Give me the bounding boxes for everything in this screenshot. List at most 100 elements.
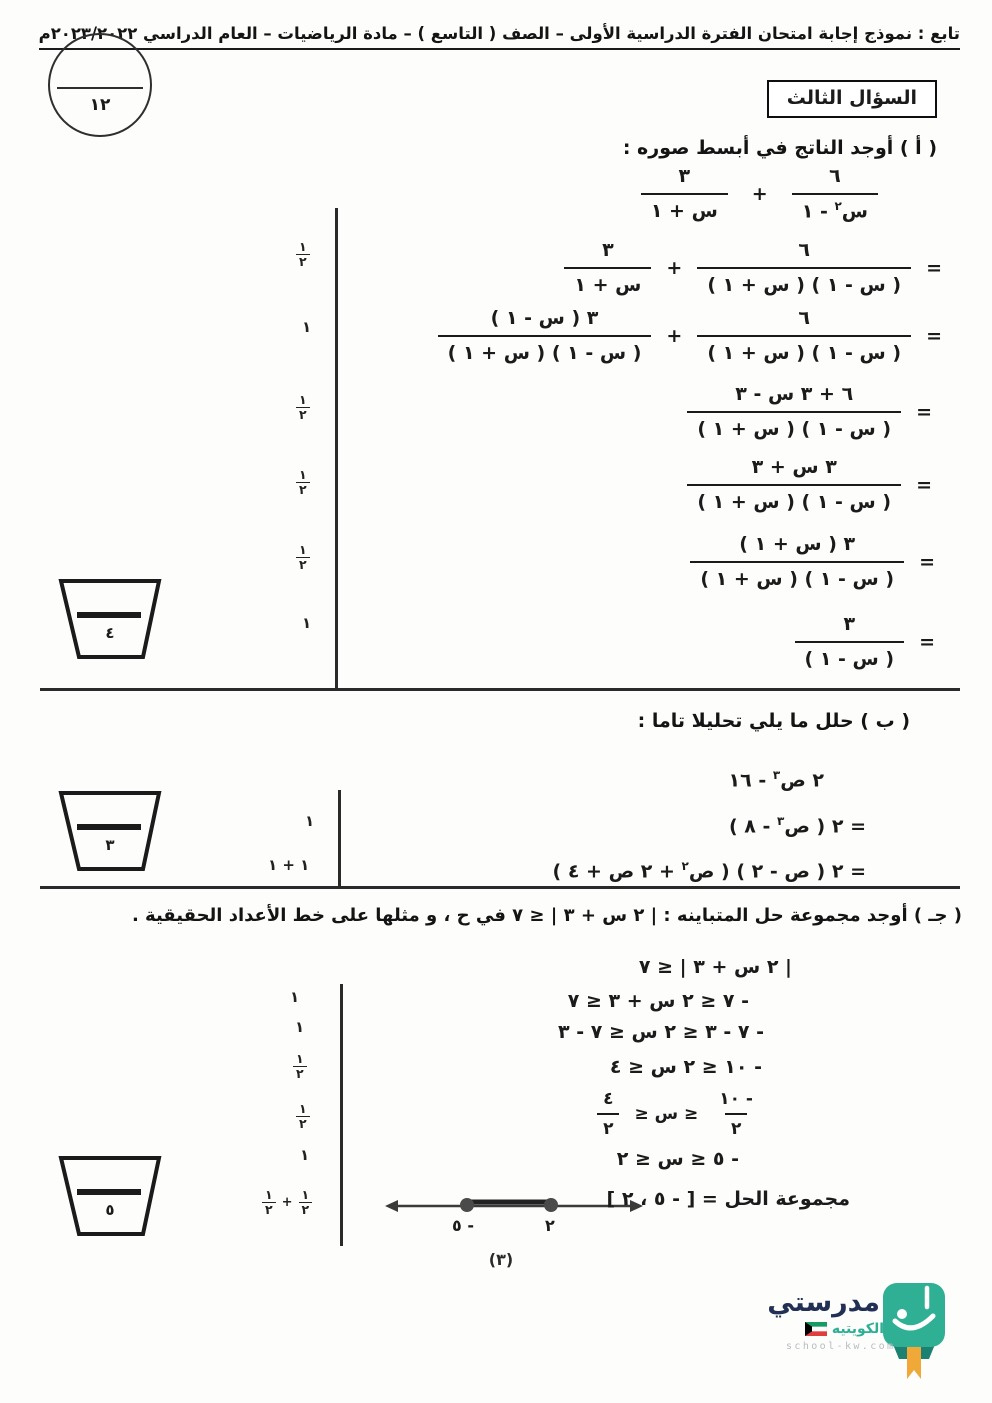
mark-num: ١	[265, 1187, 273, 1202]
fraction-numerator: ٦	[798, 239, 810, 261]
mark-den: ٢	[296, 557, 310, 572]
fraction: ٣ ( س - ١ )	[794, 612, 905, 672]
fraction-denominator: ( س - ١ ) ( س + ١ )	[687, 410, 902, 442]
fraction-denominator: ( س - ١ ) ( س + ١ )	[437, 334, 652, 366]
fraction-denominator: ( س - ١ )	[794, 640, 905, 672]
score-trapezoid-a: ٤	[57, 578, 163, 660]
number-line-right-label: ٢	[545, 1216, 555, 1235]
mark-one-plus-one: ١ + ١	[268, 856, 310, 874]
question-title-box: السؤال الثالث	[766, 80, 937, 118]
eq-text: + ٢ ص + ٤ )	[552, 860, 682, 883]
score-trapezoid-a-total: ٤	[105, 624, 115, 642]
eq-text: ٢ ص	[780, 769, 824, 792]
equation-a5: = ٣ س + ٣ ( س - ١ ) ( س + ١ )	[687, 455, 934, 514]
eq-exponent: ٣	[772, 768, 781, 782]
equation-c1: | ٢ س + ٣ | ≤ ٧	[638, 956, 792, 978]
fraction-numerator: ٣	[602, 239, 614, 261]
fraction-denominator: ( س - ١ ) ( س + ١ )	[697, 266, 912, 298]
mark-num: ١	[299, 239, 307, 254]
fraction-denominator: س٢ - ١	[791, 192, 878, 224]
exam-header-title: تابع : نموذج إجابة امتحان الفترة الدراسي…	[38, 24, 960, 50]
fraction: ٣ س + ١	[564, 238, 652, 298]
mark-den: ٢	[293, 1066, 307, 1081]
equals-sign: =	[916, 400, 932, 423]
plus-operator: +	[751, 182, 768, 205]
fraction-numerator: ٦ + ٣ س - ٣	[735, 383, 854, 405]
score-circle-line	[57, 87, 143, 89]
number-line-left-label: - ٥	[452, 1216, 474, 1235]
fraction-numerator: ٣ ( س + ١ )	[739, 533, 856, 555]
part-c-heading: ( جـ ) أوجد مجموعة حل المتباينه : | ٢ س …	[131, 905, 962, 926]
plus-operator: +	[281, 1195, 293, 1211]
equation-c6: - ٥ ≤ س ≤ ٢	[616, 1148, 739, 1170]
fraction: - ١٠ ٢	[713, 1088, 759, 1140]
smile-book-icon	[883, 1283, 945, 1379]
fraction: ٦ ( س - ١ ) ( س + ١ )	[697, 306, 912, 366]
fraction-denominator: ٢	[724, 1113, 748, 1140]
fraction: ٣ س + ١	[640, 164, 728, 223]
mark-den: ٢	[296, 254, 310, 269]
score-trapezoid-b-total: ٣	[105, 836, 115, 854]
equals-sign: =	[926, 324, 942, 347]
mark-one: ١	[290, 988, 300, 1006]
eq-text: = ٢ ( ص - ٢ ) ( ص	[688, 860, 866, 883]
inequality-operators: ≤ س ≤	[634, 1104, 699, 1125]
fraction-numerator: ٣	[678, 165, 691, 188]
fraction: ٦ + ٣ س - ٣ ( س - ١ ) ( س + ١ )	[687, 382, 902, 442]
logo-website: school-kw.com	[786, 1341, 896, 1352]
eq-text: = ٢ ( ص	[784, 815, 866, 838]
mark-den: ٢	[262, 1202, 276, 1217]
mark-den: ٢	[296, 1116, 310, 1131]
equals-sign: =	[919, 630, 935, 653]
eq-text: - ١٦	[728, 769, 773, 792]
plus-operator: +	[666, 324, 683, 347]
equation-a6: = ٣ ( س + ١ ) ( س - ١ ) ( س + ١ )	[690, 532, 937, 591]
page-number: (٣)	[488, 1250, 514, 1269]
fraction-denominator: ٢	[597, 1113, 620, 1140]
mark-num: ١	[296, 1051, 304, 1066]
fraction: ٦ ( س - ١ ) ( س + ١ )	[697, 238, 912, 298]
score-circle: ١٢	[48, 33, 152, 137]
trapezoid-shape-icon	[58, 791, 162, 871]
mark-num: ١	[299, 392, 307, 407]
equals-sign: =	[926, 256, 942, 279]
school-logo: مدرستي الكويتيه school-kw.com	[740, 1275, 992, 1400]
mark-one: ١	[302, 318, 312, 336]
equation-c3: - ٧ - ٣ ≤ ٢ س ≤ ٧ - ٣	[558, 1021, 764, 1043]
mark-one: ١	[305, 812, 315, 830]
den-base: س	[841, 200, 868, 223]
equation-a2: = ٦ ( س - ١ ) ( س + ١ ) + ٣ س + ١	[564, 238, 944, 297]
mark-den: ٢	[298, 1202, 313, 1217]
mark-one: ١	[300, 1146, 310, 1164]
mark-one: ١	[295, 1018, 305, 1036]
plus-operator: +	[666, 256, 683, 279]
trapezoid-shape-icon	[58, 1156, 162, 1236]
eq-exponent: ٣	[777, 814, 785, 828]
fraction: ٤ ٢	[597, 1088, 620, 1140]
fraction-numerator: ٣	[843, 613, 856, 635]
section-divider	[40, 688, 960, 691]
fraction-numerator: - ١٠	[719, 1089, 753, 1109]
fraction-denominator: س + ١	[564, 266, 652, 298]
score-trapezoid-c: ٥	[57, 1155, 163, 1237]
fraction: ٣ س + ٣ ( س - ١ ) ( س + ١ )	[687, 455, 902, 514]
mark-den: ٢	[296, 407, 310, 422]
mark-num: ١	[299, 542, 307, 557]
part-a-heading: ( أ ) أوجد الناتج في أبسط صوره :	[622, 137, 937, 159]
fraction-denominator: ( س - ١ ) ( س + ١ )	[690, 560, 905, 592]
kuwait-flag-icon	[804, 1322, 827, 1336]
equation-a3: = ٦ ( س - ١ ) ( س + ١ ) + ٣ ( س - ١ ) ( …	[437, 306, 944, 366]
fraction: ٦ س٢ - ١	[791, 164, 878, 224]
part-b-heading: ( ب ) حلل ما يلي تحليلا تاما :	[637, 710, 910, 732]
fraction-denominator: ( س - ١ ) ( س + ١ )	[697, 334, 912, 366]
equation-b1: ٢ ص٣ - ١٦	[729, 768, 824, 791]
equation-c2: - ٧ ≤ ٢ س + ٣ ≤ ٧	[567, 990, 749, 1012]
fraction-numerator: ٤	[603, 1089, 614, 1109]
marks-column-rule-a	[335, 208, 338, 690]
